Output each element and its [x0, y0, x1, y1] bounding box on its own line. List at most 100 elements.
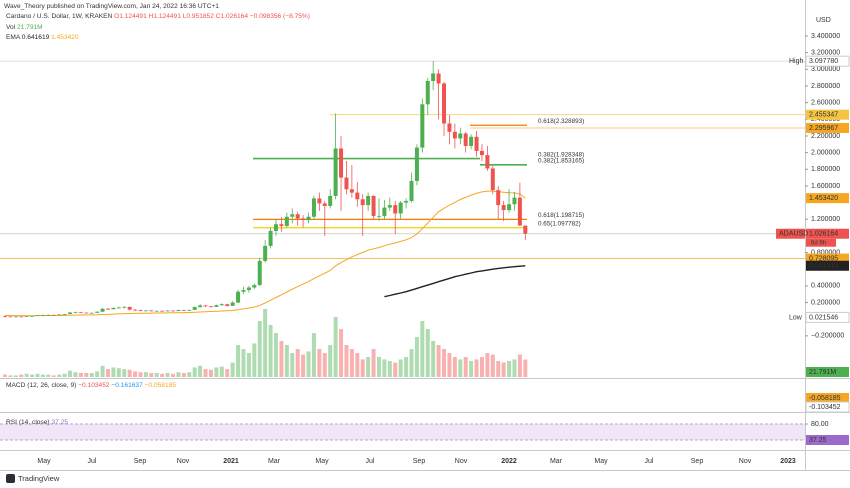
candle-body: [404, 200, 409, 203]
candle-body: [176, 310, 181, 312]
legend-name: RSI (14, close): [6, 419, 50, 426]
volume-bar: [496, 361, 501, 377]
price-tag-label: 2.295967: [809, 125, 838, 132]
candle-body: [30, 315, 35, 317]
candle-body: [474, 136, 479, 151]
candle-body: [366, 195, 371, 206]
x-tick-label: May: [315, 458, 329, 465]
candle-body: [496, 190, 501, 206]
volume-bar: [230, 362, 235, 377]
candle-body: [95, 311, 100, 313]
candle-body: [24, 316, 29, 317]
volume-bar: [68, 370, 73, 377]
y-tick-label: 3.200000: [811, 50, 840, 57]
volume-bar: [3, 374, 7, 377]
volume-bar: [339, 329, 344, 377]
x-tick-label: Nov: [177, 458, 190, 465]
volume-bar: [447, 353, 452, 377]
y-tick-label: 2.000000: [811, 149, 840, 156]
candle-body: [349, 189, 354, 193]
x-tick-label: 2023: [780, 458, 796, 465]
volume-bar: [62, 373, 67, 377]
rsi-tick-label: 80.00: [811, 421, 829, 428]
volume-bar: [355, 353, 360, 377]
candle-body: [463, 133, 468, 146]
volume-bar: [523, 359, 528, 377]
ohlc-high: H1.124491: [149, 13, 182, 20]
volume-bar: [13, 375, 18, 377]
legend-value: 1.453420: [51, 34, 79, 41]
candle-body: [149, 310, 154, 312]
x-tick-label: Jul: [88, 458, 97, 465]
volume-bar: [105, 369, 110, 377]
volume-bar: [301, 354, 306, 377]
volume-bar: [208, 369, 213, 377]
volume-bar: [89, 373, 94, 377]
legend-value: 0.641619: [22, 34, 50, 41]
candle-body: [425, 80, 430, 105]
currency: USD: [816, 17, 831, 24]
candle-body: [371, 195, 376, 216]
volume-bar: [73, 372, 78, 377]
candle-body: [3, 316, 7, 318]
volume-bar: [376, 357, 381, 377]
candle-body: [138, 310, 143, 311]
price-tag: [806, 228, 849, 239]
y-tick-label: −0.200000: [811, 333, 844, 340]
volume-bar: [192, 367, 197, 377]
ema-legend: EMA 0.641619 1.453420: [6, 34, 79, 41]
volume-bar: [19, 374, 24, 377]
volume-bar: [40, 374, 45, 377]
candle-body: [355, 192, 360, 200]
volume-bar: [203, 369, 208, 377]
price-tag-label: -0.103452: [809, 404, 841, 411]
fib-label: 0.382(1.928348): [538, 151, 584, 158]
volume-bar: [225, 369, 230, 377]
price-tag-label: 21.791M: [809, 369, 836, 376]
candle-body: [165, 310, 170, 312]
volume-bar: [366, 357, 371, 377]
volume-bar: [517, 354, 522, 377]
candle-body: [274, 224, 278, 231]
publisher: Wave_Theory published on TradingView.com…: [4, 3, 219, 10]
candle-body: [230, 302, 235, 306]
legend-value: −0.161637: [111, 382, 143, 389]
candle-body: [311, 198, 316, 217]
candle-body: [469, 136, 474, 146]
candle-body: [442, 83, 447, 124]
price-tag-label: 3.097780: [809, 58, 838, 65]
volume-bar: [322, 353, 327, 377]
volume-bar: [420, 321, 425, 377]
candle-body: [208, 306, 213, 308]
tag-name: High: [789, 58, 804, 65]
volume-bar: [290, 353, 295, 377]
candle-body: [458, 133, 463, 139]
y-tick-label: 1.800000: [811, 166, 840, 173]
volume-bar: [181, 373, 186, 377]
volume-bar: [149, 373, 154, 377]
volume-bar: [187, 372, 192, 377]
volume-bar: [463, 357, 468, 377]
volume-bar: [404, 357, 409, 377]
symbol: Cardano / U.S. Dollar, 1W, KRAKEN O1.124…: [6, 13, 310, 20]
candle-body: [187, 309, 192, 311]
candle-body: [203, 305, 208, 307]
volume-bar: [436, 345, 441, 377]
legend-name: EMA: [6, 34, 21, 41]
volume-bar: [122, 369, 127, 377]
price-tag: [805, 311, 850, 323]
volume-bar: [458, 359, 463, 377]
candle-body: [246, 287, 251, 291]
volume-bar: [512, 359, 517, 377]
fib-label: 0.65(1.097782): [538, 220, 581, 227]
volume-bar: [246, 353, 251, 377]
ema-line: [5, 190, 526, 317]
volume-bar: [398, 359, 403, 377]
candle-body: [8, 316, 13, 318]
price-tag-label: 0.728095: [809, 255, 838, 262]
tag-name: Low: [789, 314, 803, 321]
volume-bar: [268, 325, 273, 377]
volume-bar: [30, 374, 35, 377]
